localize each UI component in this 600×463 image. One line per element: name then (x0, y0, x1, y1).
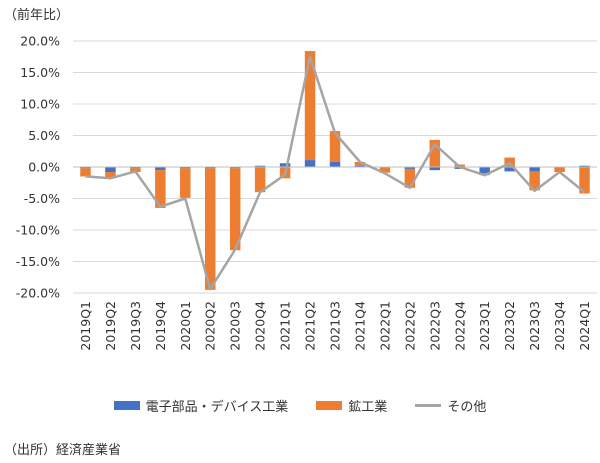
legend-swatch-electronics (113, 400, 140, 410)
legend-item-electronics: 電子部品・デバイス工業 (113, 396, 289, 415)
y-tick-label: -10.0% (16, 223, 60, 238)
x-axis-tick-labels: 2019Q1 2019Q2 2019Q3 2019Q4 2020Q1 2020Q2 2020… (78, 301, 592, 351)
x-tick-label: 2020Q4 (253, 301, 268, 351)
x-tick-label: 2024Q1 (577, 301, 592, 351)
legend-item-mining: 鉱工業 (316, 396, 387, 415)
y-tick-label: 10.0% (20, 97, 60, 112)
bar-mining-industry (304, 51, 316, 161)
x-tick-label: 2021Q2 (303, 301, 318, 351)
y-tick-label: -20.0% (16, 286, 60, 301)
bars (80, 51, 590, 290)
x-tick-label: 2022Q2 (402, 301, 417, 351)
legend-item-other: その他 (415, 396, 486, 415)
x-tick-label: 2020Q3 (228, 301, 243, 351)
bar-mining-industry (379, 167, 391, 173)
bar-electronics (504, 167, 515, 172)
x-tick-label: 2023Q2 (502, 301, 517, 351)
legend-swatch-mining (316, 400, 343, 410)
y-axis-tick-labels: 20.0% 15.0% 10.0% 5.0% 0.0% -5.0% -10.0% -15.0%… (16, 34, 60, 301)
bar-electronics (130, 167, 141, 169)
legend-label-other: その他 (447, 399, 487, 415)
x-tick-label: 2021Q1 (278, 301, 293, 351)
y-tick-label: -5.0% (24, 191, 60, 206)
y-tick-label: 0.0% (28, 160, 60, 175)
bar-electronics (204, 167, 216, 169)
bar-mining-industry (204, 168, 216, 290)
bar-electronics (105, 167, 116, 173)
bar-mining-industry (105, 172, 116, 179)
chart-area: 20.0% 15.0% 10.0% 5.0% 0.0% -5.0% -10.0% -15.0%… (16, 34, 597, 351)
bar-mining-industry (180, 168, 191, 198)
bar-mining-industry (529, 171, 540, 191)
bar-electronics (229, 167, 241, 169)
bar-mining-industry (579, 167, 590, 194)
bar-electronics (254, 165, 266, 167)
x-tick-label: 2022Q4 (452, 301, 467, 351)
x-tick-label: 2020Q2 (203, 301, 218, 351)
legend-label-mining: 鉱工業 (348, 399, 388, 415)
y-tick-label: -15.0% (16, 254, 60, 269)
bar-electronics (404, 167, 416, 169)
bar-mining-industry (429, 139, 441, 167)
x-tick-label: 2022Q1 (377, 301, 392, 351)
bar-electronics (180, 167, 191, 169)
legend: 電子部品・デバイス工業 鉱工業 その他 (0, 395, 600, 415)
x-tick-label: 2022Q3 (427, 301, 442, 351)
bar-electronics (304, 160, 316, 167)
unit-label: （前年比） (4, 8, 70, 23)
bar-mining-industry (130, 168, 141, 173)
x-tick-label: 2019Q2 (103, 301, 118, 351)
bar-electronics (279, 163, 291, 167)
x-tick-label: 2019Q4 (153, 301, 168, 351)
bar-mining-industry (155, 170, 166, 208)
bar-electronics (529, 167, 540, 172)
y-tick-label: 15.0% (20, 65, 60, 80)
x-tick-label: 2021Q3 (328, 301, 343, 351)
x-tick-label: 2023Q3 (527, 301, 542, 351)
x-tick-label: 2020Q1 (178, 301, 193, 351)
bar-electronics (155, 167, 166, 171)
bar-mining-industry (329, 131, 341, 162)
bar-mining-industry (254, 167, 266, 193)
bar-electronics (329, 161, 341, 167)
legend-swatch-other (415, 403, 442, 407)
bar-mining-industry (229, 168, 241, 251)
bar-mining-industry (404, 168, 416, 188)
line-other-series (85, 55, 586, 291)
x-tick-label: 2019Q3 (128, 301, 143, 351)
other-line (85, 55, 586, 291)
bar-electronics (354, 165, 366, 167)
x-tick-label: 2019Q1 (78, 301, 93, 351)
bar-mining-industry (80, 168, 91, 177)
bar-electronics (479, 167, 490, 174)
bar-mining-industry (354, 161, 366, 166)
bar-mining-industry (554, 167, 565, 173)
bar-electronics (579, 165, 590, 167)
x-tick-label: 2021Q4 (352, 301, 367, 351)
x-tick-label: 2023Q1 (477, 301, 492, 351)
source-label: （出所）経済産業省 (4, 443, 122, 458)
x-tick-label: 2023Q4 (552, 301, 567, 351)
bar-electronics (80, 167, 91, 169)
y-tick-label: 5.0% (28, 128, 60, 143)
legend-label-electronics: 電子部品・デバイス工業 (145, 399, 289, 415)
y-tick-label: 20.0% (20, 34, 60, 49)
bar-electronics (429, 167, 441, 171)
